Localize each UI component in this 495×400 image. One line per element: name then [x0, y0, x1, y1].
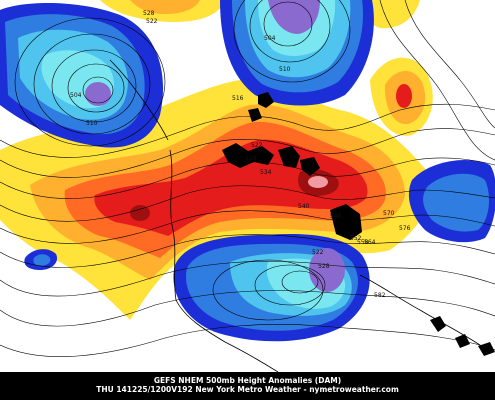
negative-anomaly-west [0, 3, 164, 148]
positive-center-west [130, 205, 150, 221]
europe-coast [359, 274, 481, 346]
contour-label: 522 [251, 142, 263, 149]
north-america-coast [169, 149, 279, 372]
asia-coast [109, 59, 169, 141]
contour-label: 540 [298, 203, 310, 210]
greenland [330, 204, 362, 240]
positive-core-pink [308, 176, 328, 188]
contour-label: 510 [86, 120, 98, 127]
contour-label: 558 [357, 239, 369, 246]
caption-title: GEFS NHEM 500mb Height Anomalies (DAM) [153, 376, 342, 385]
contour-label: 510 [279, 66, 291, 73]
canadian-arctic [222, 143, 274, 168]
anomaly-map: 528 522 504 510 504 510 516 522 528 534 … [0, 0, 495, 372]
contour-label: 528 [318, 263, 330, 270]
contour-label: 504 [264, 35, 276, 42]
contour-label: 522 [312, 249, 324, 256]
negative-anomaly-south [173, 234, 370, 342]
positive-top-strip-orange [130, 0, 200, 14]
contour-label: 522 [146, 18, 158, 25]
contour-label: 504 [70, 92, 82, 99]
contour-label: 534 [260, 169, 272, 176]
map-caption: GEFS NHEM 500mb Height Anomalies (DAM) T… [0, 372, 495, 400]
positive-cell-north-red [396, 84, 412, 108]
positive-anomaly-shading [0, 0, 433, 320]
positive-band-red [94, 139, 368, 236]
positive-top-right [360, 0, 420, 29]
caption-subtitle: THU 141225/1200V192 New York Metro Weath… [96, 385, 399, 394]
contour-labels: 528 522 504 510 504 510 516 522 528 534 … [70, 10, 411, 299]
contour-label: 528 [143, 10, 155, 17]
contour-label: 516 [232, 95, 244, 102]
contour-label: 546 [330, 213, 342, 220]
contour-label: 570 [383, 210, 395, 217]
contour-label: 564 [364, 239, 376, 246]
contour-label: 576 [399, 225, 411, 232]
contour-label: 552 [350, 235, 362, 242]
contour-label: 528 [245, 155, 257, 162]
land-masses [109, 59, 495, 372]
contour-label: 582 [374, 292, 386, 299]
